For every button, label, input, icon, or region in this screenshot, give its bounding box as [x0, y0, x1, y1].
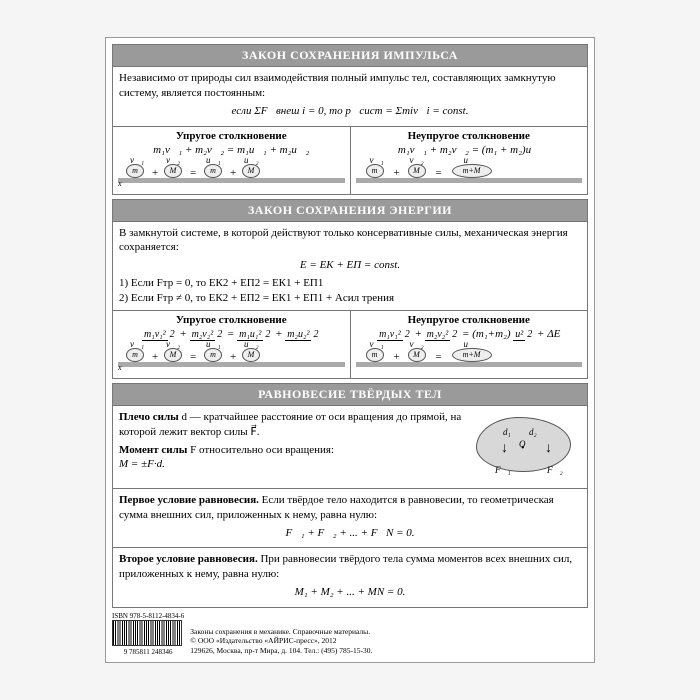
energy-elastic-title: Упругое столкновение [118, 314, 345, 326]
lbl-F2: F⃗₂ [547, 464, 563, 476]
arrow-v1: v⃗₁ [130, 155, 144, 165]
ball-M3: M [408, 164, 426, 178]
energy-intro-box: В замкнутой системе, в которой действуют… [112, 222, 588, 311]
inelastic-diagram: m v⃗₁ + M v⃗₂ = m+M u⃗ [356, 159, 583, 191]
earr3: u⃗₁ [206, 339, 221, 349]
inelastic-title: Неупругое столкновение [356, 130, 583, 142]
momentum-elastic: Упругое столкновение m₁v⃗₁ + m₂v⃗₂ = m₁u… [113, 127, 351, 194]
arrow-v2: v⃗₂ [166, 155, 180, 165]
moment-text: F относительно оси вращения: [187, 444, 334, 456]
lbl-F1: F⃗₁ [495, 464, 511, 476]
ball-m: m [126, 164, 144, 178]
iball3: m+M [452, 348, 492, 362]
arrow-v1b: v⃗₁ [370, 155, 384, 165]
energy-collision-row: Упругое столкновение m₁v₁²2 + m₂v₂²2 = m… [112, 311, 588, 379]
momentum-inelastic: Неупругое столкновение m₁v⃗₁ + m₂v⃗₂ = (… [351, 127, 588, 194]
arm-label: Плечо силы [119, 411, 179, 423]
iball2: M [408, 348, 426, 362]
arrow-u1: u⃗₁ [206, 155, 221, 165]
reference-card: ЗАКОН СОХРАНЕНИЯ ИМПУЛЬСА Независимо от … [105, 37, 595, 663]
elastic-title: Упругое столкновение [118, 130, 345, 142]
elastic-diagram: m v⃗₁ + M v⃗₂ = m u⃗₁ + M u⃗₂ x [118, 159, 345, 191]
eball3: m [204, 348, 222, 362]
lbl-d1: d₁ [503, 426, 511, 438]
energy-intro: В замкнутой системе, в которой действуют… [119, 226, 581, 256]
energy-header: ЗАКОН СОХРАНЕНИЯ ЭНЕРГИИ [112, 199, 588, 222]
momentum-intro: Независимо от природы сил взаимодействия… [119, 71, 581, 101]
lever-diagram: d₁ d₂ O F⃗₁ F⃗₂ • ↓ ↓ [471, 412, 581, 482]
ball-m3: m [366, 164, 384, 178]
arrow-v2b: v⃗₂ [410, 155, 424, 165]
iarr1: v⃗₁ [370, 339, 384, 349]
energy-elastic: Упругое столкновение m₁v₁²2 + m₂v₂²2 = m… [113, 311, 351, 378]
equilibrium-arm-box: d₁ d₂ O F⃗₁ F⃗₂ • ↓ ↓ Плечо силы d — кра… [112, 406, 588, 489]
eball1: m [126, 348, 144, 362]
axis-x2: x [118, 363, 122, 372]
cond2-label: Второе условие равновесия. [119, 553, 258, 565]
earr4: u⃗₂ [244, 339, 259, 349]
energy-elastic-diagram: m v⃗₁ + M v⃗₂ = m u⃗₁ + M u⃗₂ x [118, 343, 345, 375]
cond2-formula: M₁ + M₂ + ... + MN = 0. [119, 585, 581, 600]
iarr2: v⃗₂ [410, 339, 424, 349]
moment-label: Момент силы [119, 444, 187, 456]
ball-mM: m+M [452, 164, 492, 178]
iball1: m [366, 348, 384, 362]
arrow-u: u⃗ [464, 155, 476, 165]
barcode-block: ISBN 978-5-8112-4834-6 9 785811 248346 [112, 612, 184, 656]
momentum-header: ЗАКОН СОХРАНЕНИЯ ИМПУЛЬСА [112, 44, 588, 67]
momentum-condition: если ΣF⃗внеш i = 0, то p⃗сист = Σmiv⃗i =… [119, 104, 581, 119]
ball-M: M [164, 164, 182, 178]
footer-title: Законы сохранения в механике. Справочные… [190, 627, 372, 637]
footer-address: 129626, Москва, пр-т Мира, д. 104. Тел.:… [190, 646, 372, 656]
momentum-collision-row: Упругое столкновение m₁v⃗₁ + m₂v⃗₂ = m₁u… [112, 127, 588, 195]
earr2: v⃗₂ [166, 339, 180, 349]
lbl-d2: d₂ [529, 426, 537, 438]
energy-main-formula: E = EК + EП = const. [119, 258, 581, 273]
footer-publisher: © ООО «Издательство «АЙРИС-пресс», 2012 [190, 636, 372, 646]
arrow-u2: u⃗₂ [244, 155, 259, 165]
eball4: M [242, 348, 260, 362]
energy-case1: 1) Если Fтр = 0, то EК2 + EП2 = EК1 + EП… [119, 276, 581, 291]
axis-x: x [118, 179, 122, 188]
earr1: v⃗₁ [130, 339, 144, 349]
energy-case2: 2) Если Fтр ≠ 0, то EК2 + EП2 = EК1 + EП… [119, 291, 581, 306]
barcode-icon [112, 620, 182, 646]
cond1-formula: F⃗₁ + F⃗₂ + ... + F⃗N = 0. [119, 526, 581, 541]
elastic-formula: m₁v⃗₁ + m₂v⃗₂ = m₁u⃗₁ + m₂u⃗₂ [118, 144, 345, 156]
momentum-intro-box: Независимо от природы сил взаимодействия… [112, 67, 588, 127]
equilibrium-cond1-box: Первое условие равновесия. Если твёрдое … [112, 489, 588, 549]
equilibrium-header: РАВНОВЕСИЕ ТВЁРДЫХ ТЕЛ [112, 383, 588, 406]
barcode-num: 9 785811 248346 [112, 648, 184, 656]
energy-elastic-formula: m₁v₁²2 + m₂v₂²2 = m₁u₁²2 + m₂u₂²2 [118, 328, 345, 340]
energy-inelastic-diagram: m v⃗₁ + M v⃗₂ = m+M u⃗ [356, 343, 583, 375]
energy-inelastic: Неупругое столкновение m₁v₁²2 + m₂v₂²2 =… [351, 311, 588, 378]
ball-m2: m [204, 164, 222, 178]
iarr3: u⃗ [464, 339, 476, 349]
cond1-label: Первое условие равновесия. [119, 494, 259, 506]
eball2: M [164, 348, 182, 362]
isbn: ISBN 978-5-8112-4834-6 [112, 612, 184, 620]
publisher-block: Законы сохранения в механике. Справочные… [190, 627, 372, 656]
footer: ISBN 978-5-8112-4834-6 9 785811 248346 З… [112, 612, 588, 656]
ball-M2: M [242, 164, 260, 178]
energy-inelastic-title: Неупругое столкновение [356, 314, 583, 326]
equilibrium-cond2-box: Второе условие равновесия. При равновеси… [112, 548, 588, 608]
